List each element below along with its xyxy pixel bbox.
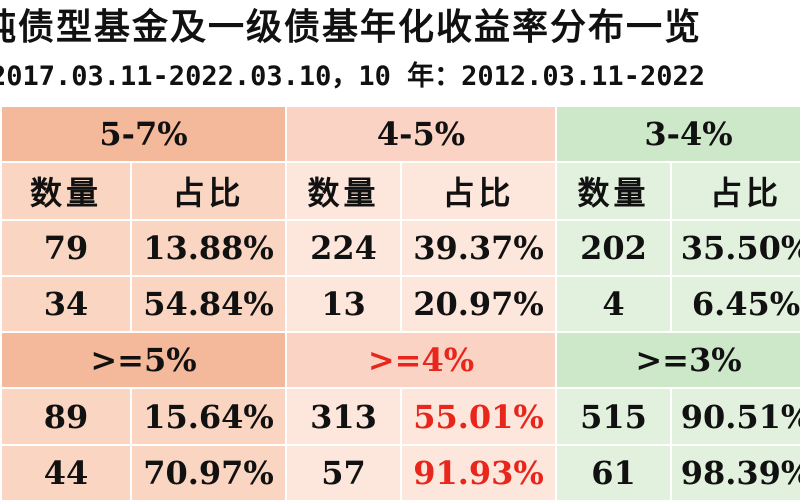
count-cell: 61	[555, 444, 672, 502]
ratio-header: 占比	[400, 161, 557, 221]
page-title: 纯债型基金及一级债基年化收益率分布一览	[0, 7, 703, 48]
count-cell: 89	[0, 387, 132, 446]
cumulative-header-row: >=5% >=4% >=3%	[0, 331, 800, 389]
ratio-cell: 98.39%	[670, 444, 800, 502]
count-cell: 57	[285, 444, 402, 502]
ratio-cell: 6.45%	[670, 275, 800, 333]
ratio-cell-highlight: 55.01%	[400, 387, 557, 446]
ratio-cell: 39.37%	[400, 219, 557, 277]
ratio-cell-highlight: 91.93%	[400, 444, 557, 502]
table-row: 79 13.88% 224 39.37% 202 35.50%	[0, 219, 800, 277]
band-label-5-7: 5-7%	[0, 105, 287, 163]
count-cell: 79	[0, 219, 132, 277]
count-cell: 34	[0, 275, 132, 333]
table-row: 89 15.64% 313 55.01% 515 90.51%	[0, 387, 800, 446]
ratio-cell: 54.84%	[130, 275, 287, 333]
column-header-row: 数量 占比 数量 占比 数量 占比	[0, 161, 800, 221]
ratio-cell: 13.88%	[130, 219, 287, 277]
ratio-header: 占比	[130, 161, 287, 221]
count-header: 数量	[0, 161, 132, 221]
count-cell: 202	[555, 219, 672, 277]
count-header: 数量	[285, 161, 402, 221]
ratio-cell: 20.97%	[400, 275, 557, 333]
count-cell: 13	[285, 275, 402, 333]
ratio-cell: 15.64%	[130, 387, 287, 446]
count-header: 数量	[555, 161, 672, 221]
cumulative-label-gte3: >=3%	[555, 331, 800, 389]
table-row: 34 54.84% 13 20.97% 4 6.45%	[0, 275, 800, 333]
date-range-subtitle: 2017.03.11-2022.03.10，10 年：2012.03.11-20…	[0, 61, 705, 92]
count-cell: 313	[285, 387, 402, 446]
count-cell: 224	[285, 219, 402, 277]
count-cell: 4	[555, 275, 672, 333]
count-cell: 44	[0, 444, 132, 502]
return-distribution-table: 5-7% 4-5% 3-4% 数量 占比 数量 占比 数量 占比 79 13.8…	[0, 105, 800, 502]
cumulative-label-gte5: >=5%	[0, 331, 287, 389]
table-row: 44 70.97% 57 91.93% 61 98.39%	[0, 444, 800, 502]
ratio-header: 占比	[670, 161, 800, 221]
band-header-row: 5-7% 4-5% 3-4%	[0, 105, 800, 163]
band-label-4-5: 4-5%	[285, 105, 557, 163]
ratio-cell: 90.51%	[670, 387, 800, 446]
ratio-cell: 35.50%	[670, 219, 800, 277]
band-label-3-4: 3-4%	[555, 105, 800, 163]
ratio-cell: 70.97%	[130, 444, 287, 502]
cumulative-label-gte4: >=4%	[285, 331, 557, 389]
count-cell: 515	[555, 387, 672, 446]
